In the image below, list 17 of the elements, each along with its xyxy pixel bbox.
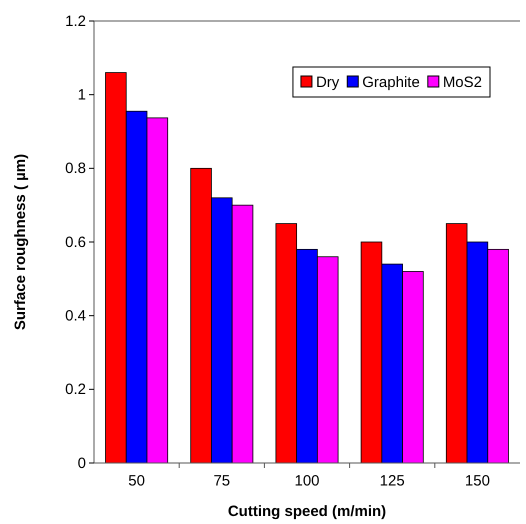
x-tick-label: 75 xyxy=(213,472,230,490)
legend-label: Graphite xyxy=(362,74,420,91)
legend-label: Dry xyxy=(316,74,340,91)
y-axis-title: Surface roughness ( µm) xyxy=(12,154,29,330)
y-tick-label: 0.4 xyxy=(65,307,86,324)
y-tick-label: 0.2 xyxy=(65,381,86,398)
x-axis-title: Cutting speed (m/min) xyxy=(228,503,386,520)
x-tick-label: 150 xyxy=(464,472,490,490)
y-tick-label: 1 xyxy=(78,86,86,104)
legend-label: MoS2 xyxy=(442,74,482,91)
x-tick-label: 50 xyxy=(128,472,145,490)
y-tick-label: 0 xyxy=(78,454,86,472)
x-tick-label: 100 xyxy=(294,472,320,490)
y-tick-label: 0.6 xyxy=(65,234,86,251)
y-tick-label: 0.8 xyxy=(65,160,86,178)
x-tick-label: 125 xyxy=(380,472,405,490)
y-tick-label: 1.2 xyxy=(65,12,86,30)
